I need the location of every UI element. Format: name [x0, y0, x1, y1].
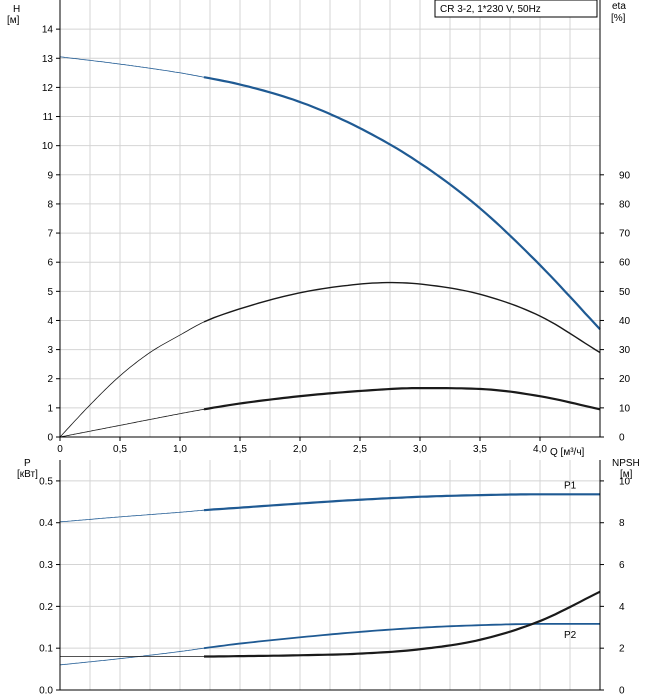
top-left-tick-label: 2 [47, 374, 53, 385]
top-left-tick-label: 6 [47, 258, 53, 269]
p2-series-label: P2 [564, 630, 577, 641]
bottom-right-tick-label: 4 [619, 602, 625, 613]
top-series-3-thin-curve [59, 408, 205, 438]
top-series-3-thick-curve [203, 387, 601, 411]
top-right-tick-label: 90 [619, 170, 631, 181]
bottom-series-p1-thick-curve [203, 493, 600, 512]
bottom-series-p2-thin-curve [59, 647, 205, 666]
bottom-right-tick-label: 6 [619, 560, 625, 571]
bottom-left-tick-label: 0.1 [39, 644, 53, 655]
top-left-tick-label: 4 [47, 316, 53, 327]
x-tick-label: 3,0 [413, 444, 427, 455]
bottom-left-ylabel-1: P [24, 458, 31, 469]
top-left-tick-label: 12 [42, 83, 54, 94]
top-series [59, 56, 601, 438]
bottom-left-tick-label: 0.4 [39, 518, 53, 529]
x-tick-label: 3,5 [473, 444, 487, 455]
x-tick-label: 2,5 [353, 444, 367, 455]
top-right-tick-label: 40 [619, 316, 631, 327]
top-right-ylabel-1: eta [612, 1, 626, 12]
top-right-tick-label: 70 [619, 229, 631, 240]
bottom-ticks: 0.0 0.1 0.2 0.3 0.4 0.5 0 2 4 6 8 10 [39, 476, 630, 696]
top-series-1-thin-curve [59, 56, 205, 78]
top-left-tick-label: 14 [42, 25, 54, 36]
top-right-tick-label: 60 [619, 258, 631, 269]
bottom-left-tick-label: 0.2 [39, 602, 53, 613]
top-right-tick-label: 0 [619, 433, 625, 444]
chart-title: CR 3-2, 1*230 V, 50Hz [440, 4, 541, 15]
bottom-chart: 0.0 0.1 0.2 0.3 0.4 0.5 0 2 4 6 8 10 P [кВт] NPSH [… [17, 458, 640, 697]
bottom-right-tick-label: 8 [619, 518, 625, 529]
top-left-ylabel-1: H [13, 4, 20, 15]
top-left-tick-label: 5 [47, 287, 53, 298]
x-tick-label: 4,0 [533, 444, 547, 455]
bottom-right-tick-label: 10 [619, 476, 631, 487]
top-right-tick-label: 10 [619, 403, 631, 414]
bottom-series [59, 493, 601, 666]
top-left-tick-label: 3 [47, 345, 53, 356]
top-left-tick-label: 0 [47, 433, 53, 444]
top-series-2-thin-curve [59, 321, 205, 438]
top-right-ylabel-2: [%] [611, 13, 626, 24]
top-right-tick-label: 30 [619, 345, 631, 356]
p1-series-label: P1 [564, 480, 577, 491]
top-left-tick-label: 10 [42, 141, 54, 152]
top-chart: 0123456789101112131401020304050607080900… [7, 0, 631, 458]
top-series-1-thick-curve [203, 76, 601, 330]
bottom-left-tick-label: 0.0 [39, 686, 53, 697]
top-right-tick-label: 20 [619, 374, 631, 385]
x-tick-label: 2,0 [293, 444, 307, 455]
bottom-right-ylabel-2: [м] [620, 469, 633, 480]
bottom-left-tick-label: 0.3 [39, 560, 53, 571]
bottom-right-tick-label: 2 [619, 644, 625, 655]
x-tick-label: 0 [57, 444, 63, 455]
x-axis-label: Q [м³/ч] [550, 447, 585, 458]
top-series-2-thick-curve [203, 281, 601, 354]
x-tick-label: 1,0 [173, 444, 187, 455]
top-left-tick-label: 11 [43, 112, 54, 123]
top-left-tick-label: 9 [47, 170, 53, 181]
bottom-left-tick-label: 0.5 [39, 476, 53, 487]
title-box [434, 0, 598, 18]
top-ticks: 0123456789101112131401020304050607080900… [42, 25, 631, 455]
bottom-right-ylabel-1: NPSH [612, 458, 640, 469]
top-left-tick-label: 13 [42, 54, 54, 65]
top-left-tick-label: 8 [47, 199, 53, 210]
x-tick-label: 0,5 [113, 444, 127, 455]
bottom-right-tick-label: 0 [619, 686, 625, 697]
top-grid [60, 0, 600, 437]
top-right-tick-label: 80 [619, 199, 631, 210]
bottom-left-ylabel-2: [кВт] [17, 469, 38, 480]
top-left-tick-label: 7 [47, 229, 53, 240]
top-left-ylabel-2: [м] [7, 15, 20, 26]
top-right-tick-label: 50 [619, 287, 631, 298]
top-left-tick-label: 1 [47, 403, 53, 414]
bottom-series-p1-thin-curve [59, 509, 205, 523]
bottom-series-3-thick-curve [204, 590, 601, 658]
x-tick-label: 1,5 [233, 444, 247, 455]
